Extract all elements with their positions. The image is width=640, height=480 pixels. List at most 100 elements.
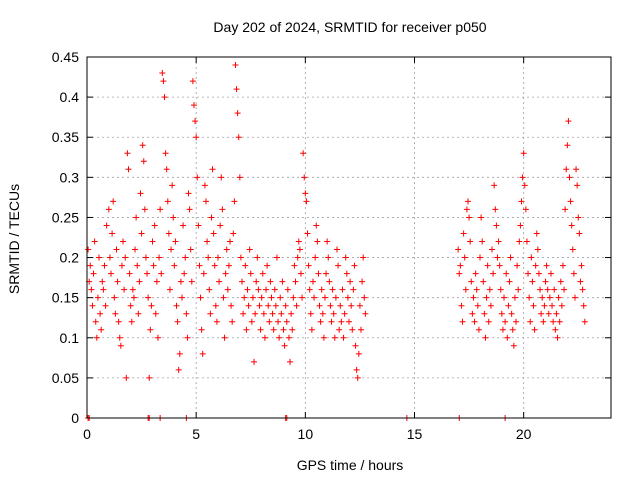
data-point	[137, 190, 144, 197]
data-point	[511, 294, 518, 301]
data-point	[124, 150, 131, 157]
data-point	[190, 102, 197, 109]
data-point	[314, 238, 321, 245]
data-point	[478, 214, 485, 221]
data-point	[535, 270, 542, 277]
data-point	[570, 270, 577, 277]
data-point	[559, 262, 566, 269]
data-point	[199, 350, 206, 357]
data-point	[196, 262, 203, 269]
data-point	[358, 326, 365, 333]
data-point	[498, 310, 505, 317]
data-point	[556, 318, 563, 325]
data-point	[225, 262, 232, 269]
data-point	[243, 326, 250, 333]
data-point	[576, 230, 583, 237]
data-point	[157, 206, 164, 213]
data-point	[335, 262, 342, 269]
data-point	[480, 278, 487, 285]
data-point	[91, 238, 98, 245]
data-point	[185, 190, 192, 197]
data-point	[281, 342, 288, 349]
data-point	[352, 342, 359, 349]
data-point	[521, 182, 528, 189]
data-point	[151, 222, 158, 229]
data-point	[247, 270, 254, 277]
data-point	[515, 286, 522, 293]
data-point	[471, 318, 478, 325]
data-point	[340, 334, 347, 341]
data-point	[499, 326, 506, 333]
data-point	[338, 318, 345, 325]
data-point	[555, 294, 562, 301]
data-point	[183, 310, 190, 317]
data-point	[339, 286, 346, 293]
data-point	[539, 294, 546, 301]
data-point	[473, 286, 480, 293]
data-point	[549, 302, 556, 309]
data-point	[102, 302, 109, 309]
data-point	[295, 238, 302, 245]
data-point	[531, 326, 538, 333]
data-point	[292, 278, 299, 285]
data-point	[579, 286, 586, 293]
data-point	[466, 214, 473, 221]
data-point	[180, 222, 187, 229]
data-point	[360, 254, 367, 261]
data-point	[315, 270, 322, 277]
y-tick-label: 0	[71, 410, 79, 426]
data-point	[580, 302, 587, 309]
data-point	[273, 254, 280, 261]
data-point	[328, 318, 335, 325]
data-point	[519, 174, 526, 181]
data-point	[200, 270, 207, 277]
data-point	[89, 302, 96, 309]
data-point	[227, 238, 234, 245]
data-point	[233, 86, 240, 93]
data-point	[267, 278, 274, 285]
data-point	[290, 294, 297, 301]
data-point	[341, 310, 348, 317]
data-point	[253, 278, 260, 285]
data-point	[354, 374, 361, 381]
data-point	[568, 222, 575, 229]
data-point	[163, 166, 170, 173]
data-point	[492, 206, 499, 213]
data-point	[120, 238, 127, 245]
data-point	[349, 326, 356, 333]
data-point	[300, 150, 307, 157]
data-point	[359, 278, 366, 285]
data-point	[245, 302, 252, 309]
data-point	[208, 214, 215, 221]
data-point	[552, 326, 559, 333]
data-point	[277, 294, 284, 301]
data-point	[318, 286, 325, 293]
data-point	[336, 326, 343, 333]
data-point	[150, 262, 157, 269]
data-point	[564, 142, 571, 149]
data-point	[182, 254, 189, 261]
data-point	[222, 270, 229, 277]
data-point	[98, 326, 105, 333]
data-point	[523, 238, 530, 245]
data-point	[320, 334, 327, 341]
data-point	[229, 318, 236, 325]
data-point	[501, 294, 508, 301]
data-point	[540, 318, 547, 325]
data-point	[249, 294, 256, 301]
data-point	[160, 78, 167, 85]
data-point	[178, 294, 185, 301]
data-point	[223, 246, 230, 253]
data-point	[181, 270, 188, 277]
data-point	[280, 326, 287, 333]
data-point	[573, 166, 580, 173]
data-point	[145, 294, 152, 301]
data-point	[135, 310, 142, 317]
data-point	[472, 270, 479, 277]
data-point	[187, 246, 194, 253]
data-points	[85, 62, 588, 421]
data-point	[574, 182, 581, 189]
data-point	[216, 278, 223, 285]
data-point	[144, 270, 151, 277]
plot-frame	[86, 56, 612, 419]
